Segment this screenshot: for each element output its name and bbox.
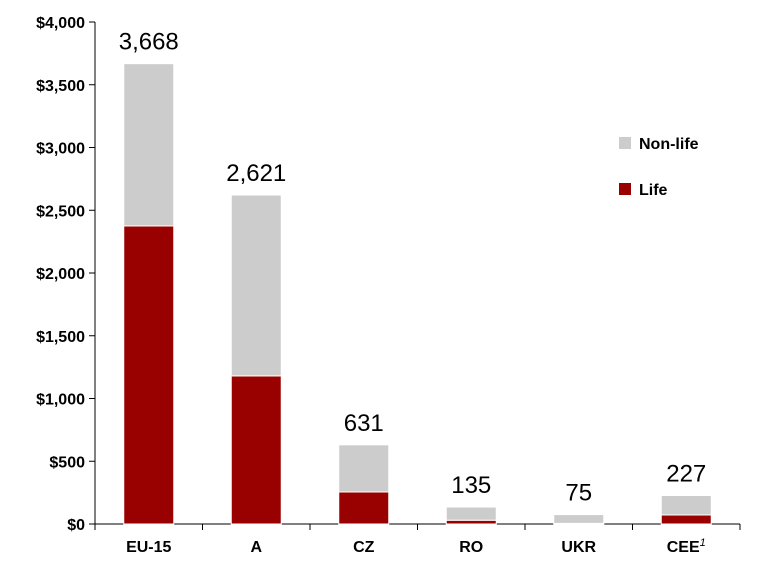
x-tick-label: CEE1 <box>667 537 706 556</box>
y-tick-label: $2,500 <box>36 203 85 220</box>
x-tick-label: EU-15 <box>126 539 171 556</box>
bar-life <box>445 519 497 525</box>
y-tick-label: $0 <box>67 517 85 534</box>
total-label: 227 <box>666 461 706 488</box>
y-tick-label: $4,000 <box>36 15 85 32</box>
x-axis: EU-15 A CZ RO UKR CEE1 <box>94 523 741 556</box>
y-axis: $0 $500 $1,000 $1,500 $2,000 $2,500 $3,000 $3,5… <box>36 15 96 534</box>
bar-non-life <box>660 495 712 516</box>
y-tick-label: $500 <box>49 454 85 471</box>
total-label: 631 <box>344 410 384 437</box>
total-labels: 3,668 2,621 631 135 75 227 <box>119 29 707 507</box>
total-label: 2,621 <box>226 160 286 187</box>
x-tick-label: A <box>250 539 262 556</box>
bar-life <box>230 375 282 525</box>
y-tick-label: $1,000 <box>36 392 85 409</box>
bar-life <box>123 225 175 525</box>
y-tick-label: $1,500 <box>36 329 85 346</box>
y-tick-label: $3,500 <box>36 78 85 95</box>
x-tick-label: CZ <box>353 539 375 556</box>
bar-life <box>338 491 390 525</box>
x-tick-label: UKR <box>561 539 596 556</box>
bar-non-life <box>338 444 390 493</box>
bar-life <box>660 514 712 525</box>
bars <box>123 63 712 525</box>
legend-label-non-life: Non-life <box>639 136 699 153</box>
legend-swatch-life <box>619 183 631 195</box>
legend-label-life: Life <box>639 182 668 199</box>
total-label: 3,668 <box>119 29 179 56</box>
legend-swatch-non-life <box>619 137 631 149</box>
y-tick-label: $2,000 <box>36 266 85 283</box>
y-tick-label: $3,000 <box>36 141 85 158</box>
bar-non-life <box>553 514 605 524</box>
bar-non-life <box>123 63 175 227</box>
x-tick-label: RO <box>459 539 483 556</box>
total-label: 75 <box>565 480 592 507</box>
bar-non-life <box>230 194 282 377</box>
legend: Non-life Life <box>619 136 699 199</box>
total-label: 135 <box>451 472 491 499</box>
x-tick-superscript: 1 <box>700 537 706 549</box>
bar-non-life <box>445 506 497 521</box>
